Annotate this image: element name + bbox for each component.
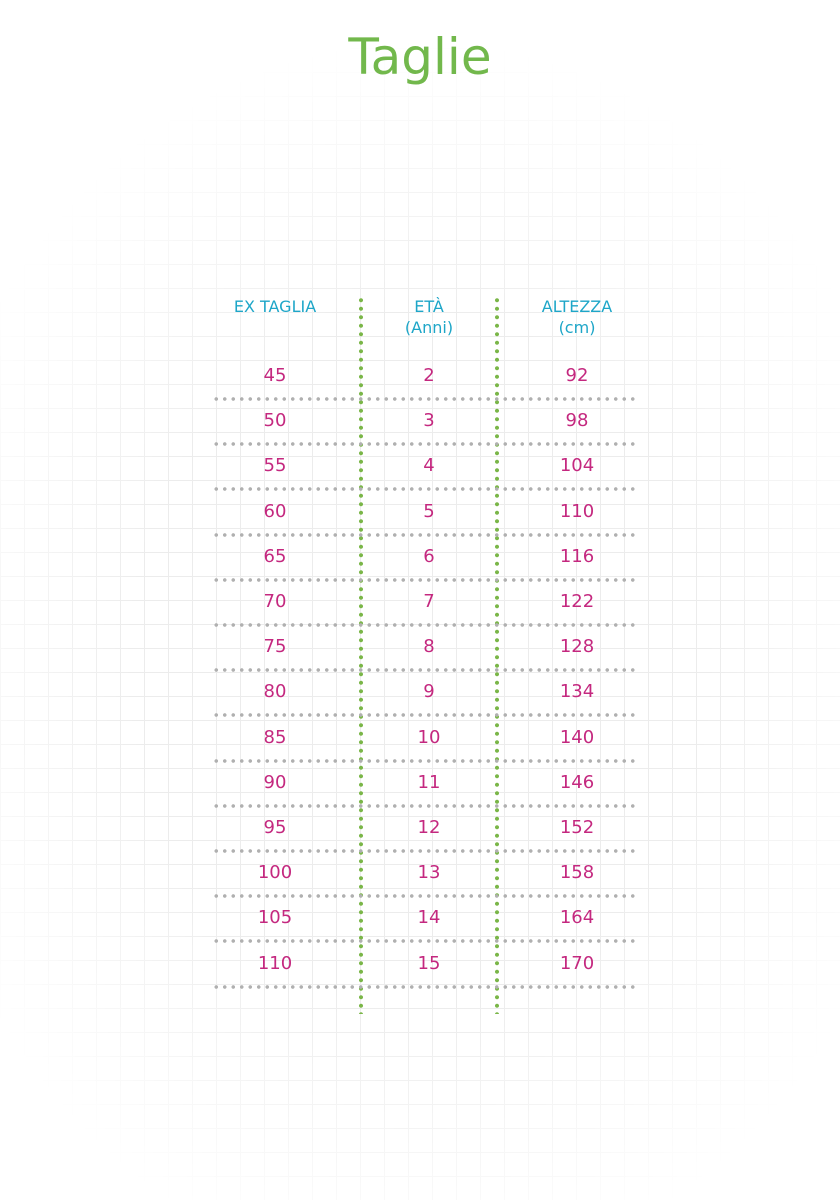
altezza-cell: 134	[559, 681, 595, 703]
altezza-cell: 104	[559, 455, 595, 477]
header-label: EX TAGLIA	[233, 297, 317, 316]
row-divider	[212, 849, 638, 853]
ex-taglia-cell: 50	[263, 410, 287, 432]
header-unit: (Anni)	[404, 318, 454, 337]
row-divider	[212, 984, 638, 989]
eta-cell: 9	[423, 681, 435, 703]
ex-taglia-cell: 65	[263, 545, 287, 567]
header-unit: (cm)	[558, 318, 596, 337]
header-label: ETÀ	[414, 297, 444, 316]
altezza-cell: 152	[559, 817, 595, 838]
header-eta: ETÀ (Anni)	[349, 296, 509, 338]
ex-taglia-cell: 60	[263, 500, 287, 522]
ex-taglia-cell: 100	[257, 862, 293, 884]
ex-taglia-cell: 110	[257, 952, 293, 974]
eta-cell: 14	[417, 907, 441, 929]
row-divider	[212, 532, 638, 537]
eta-cell: 8	[423, 636, 435, 658]
row-divider	[212, 758, 638, 763]
eta-cell: 13	[417, 862, 441, 884]
row-divider	[212, 939, 638, 944]
ex-taglia-cell: 90	[263, 771, 287, 793]
altezza-cell: 92	[565, 365, 589, 386]
eta-cell: 4	[423, 455, 435, 477]
ex-taglia-cell: 70	[263, 591, 287, 612]
ex-taglia-cell: 85	[263, 726, 287, 748]
row-divider	[212, 668, 638, 673]
header-label: ALTEZZA	[541, 297, 613, 316]
eta-cell: 10	[417, 726, 441, 748]
altezza-cell: 146	[559, 771, 595, 793]
row-divider	[212, 623, 638, 627]
row-divider	[212, 397, 638, 401]
header-altezza: ALTEZZA (cm)	[497, 296, 657, 338]
altezza-cell: 122	[559, 591, 595, 612]
column-divider	[495, 296, 499, 1014]
row-divider	[212, 577, 638, 582]
altezza-cell: 170	[559, 952, 595, 974]
eta-cell: 12	[417, 817, 441, 838]
row-divider	[212, 803, 638, 808]
ex-taglia-cell: 75	[263, 636, 287, 658]
ex-taglia-cell: 80	[263, 681, 287, 703]
ex-taglia-cell: 105	[257, 907, 293, 929]
altezza-cell: 158	[559, 862, 595, 884]
altezza-cell: 164	[559, 907, 595, 929]
ex-taglia-cell: 95	[263, 817, 287, 838]
row-divider	[212, 713, 638, 718]
altezza-cell: 128	[559, 636, 595, 658]
ex-taglia-cell: 55	[263, 455, 287, 477]
header-ex-taglia: EX TAGLIA	[195, 296, 355, 317]
eta-cell: 2	[423, 365, 435, 386]
altezza-cell: 98	[565, 410, 589, 432]
eta-cell: 11	[417, 771, 441, 793]
row-divider	[212, 487, 638, 492]
altezza-cell: 116	[559, 545, 595, 567]
ex-taglia-cell: 45	[263, 365, 287, 386]
page-title: Taglie	[348, 28, 492, 86]
eta-cell: 5	[423, 500, 435, 522]
eta-cell: 3	[423, 410, 435, 432]
eta-cell: 7	[423, 591, 435, 612]
eta-cell: 6	[423, 545, 435, 567]
row-divider	[212, 894, 638, 899]
altezza-cell: 110	[559, 500, 595, 522]
eta-cell: 15	[417, 952, 441, 974]
altezza-cell: 140	[559, 726, 595, 748]
row-divider	[212, 442, 638, 447]
column-divider	[359, 296, 363, 1014]
